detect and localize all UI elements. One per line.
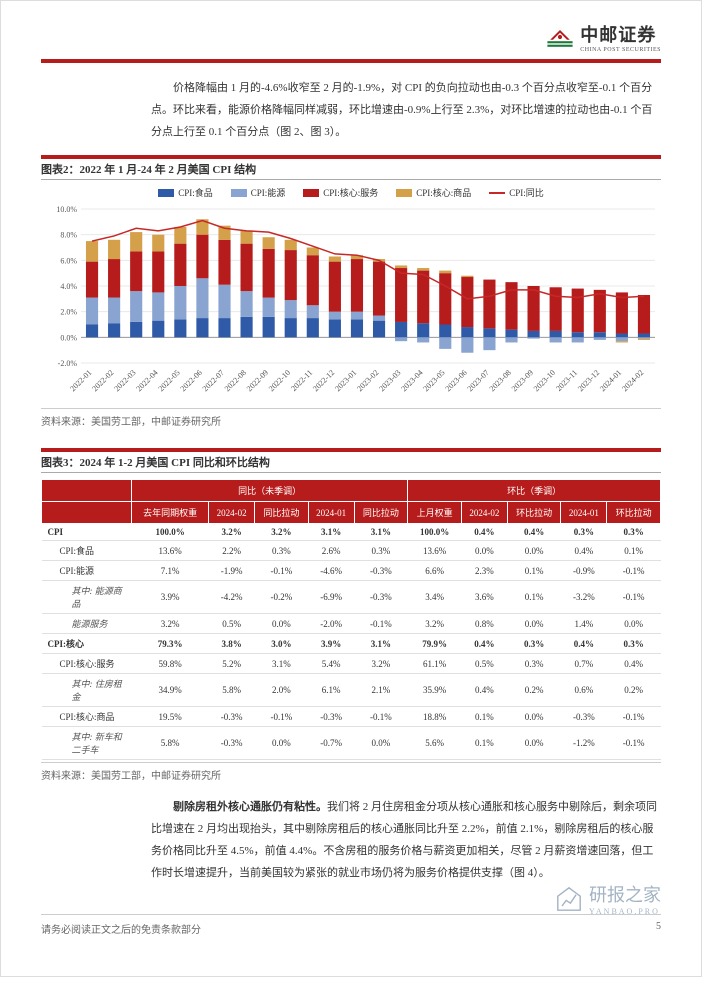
brand-name-en: CHINA POST SECURITIES: [580, 47, 661, 53]
legend-label: CPI:能源: [251, 186, 286, 199]
brand-logo-icon: [546, 25, 574, 49]
svg-text:2023-08: 2023-08: [488, 368, 513, 393]
svg-text:2022-03: 2022-03: [112, 368, 137, 393]
svg-text:8.0%: 8.0%: [60, 231, 77, 240]
svg-text:2023-06: 2023-06: [444, 368, 469, 393]
svg-text:0.0%: 0.0%: [60, 333, 77, 342]
svg-text:2022-08: 2022-08: [223, 368, 248, 393]
svg-text:2022-02: 2022-02: [90, 368, 115, 393]
watermark-icon: [555, 885, 583, 913]
svg-text:2022-07: 2022-07: [201, 368, 226, 393]
legend-label: CPI:核心:商品: [416, 186, 471, 199]
body-paragraph-1: 价格降幅由 1 月的-4.6%收窄至 2 月的-1.9%，对 CPI 的负向拉动…: [151, 77, 661, 143]
legend-item: CPI:核心:商品: [396, 186, 471, 199]
table-row: 其中: 住房租金34.9%5.8%2.0%6.1%2.1%35.9%0.4%0.…: [42, 674, 661, 707]
svg-text:10.0%: 10.0%: [56, 205, 77, 214]
legend-swatch: [396, 189, 412, 197]
table-row: 其中: 能源商品3.9%-4.2%-0.2%-6.9%-0.3%3.4%3.6%…: [42, 581, 661, 614]
svg-text:2022-05: 2022-05: [157, 368, 182, 393]
watermark-sub: YANBAO.PRO: [589, 907, 660, 916]
legend-item: CPI:食品: [158, 186, 213, 199]
svg-text:2022-04: 2022-04: [134, 368, 159, 393]
svg-text:2022-12: 2022-12: [311, 368, 336, 393]
legend-label: CPI:食品: [178, 186, 213, 199]
svg-text:2023-12: 2023-12: [576, 368, 601, 393]
chart-2-block: 图表2：2022 年 1 月-24 年 2 月美国 CPI 结构 CPI:食品C…: [41, 155, 661, 428]
legend-item: CPI:能源: [231, 186, 286, 199]
section-head: 剔除房租外核心通胀仍有粘性。: [173, 801, 327, 813]
table-row: CPI100.0%3.2%3.2%3.1%3.1%100.0%0.4%0.4%0…: [42, 524, 661, 541]
svg-text:2023-01: 2023-01: [333, 368, 358, 393]
table-row: 能源服务3.2%0.5%0.0%-2.0%-0.1%3.2%0.8%0.0%1.…: [42, 614, 661, 634]
page-footer: 请务必阅读正文之后的免责条款部分 5: [41, 914, 661, 936]
chart-2-source: 资料来源：美国劳工部，中邮证券研究所: [41, 408, 661, 428]
legend-label: CPI:同比: [509, 186, 544, 199]
svg-text:4.0%: 4.0%: [60, 282, 77, 291]
svg-text:2023-07: 2023-07: [466, 368, 491, 393]
svg-text:2023-04: 2023-04: [399, 368, 424, 393]
legend-line-swatch: [489, 192, 505, 194]
svg-text:2024-02: 2024-02: [620, 368, 645, 393]
watermark: 研报之家 YANBAO.PRO: [555, 881, 661, 916]
svg-text:2023-02: 2023-02: [355, 368, 380, 393]
svg-text:-2.0%: -2.0%: [58, 359, 78, 368]
svg-text:2022-09: 2022-09: [245, 368, 270, 393]
table-row: CPI:核心79.3%3.8%3.0%3.9%3.1%79.9%0.4%0.3%…: [42, 634, 661, 654]
page-number: 5: [656, 921, 661, 936]
svg-text:2.0%: 2.0%: [60, 308, 77, 317]
legend-swatch: [231, 189, 247, 197]
table-row: CPI:能源7.1%-1.9%-0.1%-4.6%-0.3%6.6%2.3%0.…: [42, 561, 661, 581]
table-3-source: 资料来源：美国劳工部，中邮证券研究所: [41, 762, 661, 782]
page-header: 中邮证券 CHINA POST SECURITIES: [41, 21, 661, 63]
svg-text:2022-11: 2022-11: [289, 368, 314, 393]
svg-text:2022-10: 2022-10: [267, 368, 292, 393]
svg-text:6.0%: 6.0%: [60, 256, 77, 265]
brand-logo: 中邮证券 CHINA POST SECURITIES: [546, 21, 661, 53]
svg-text:2023-05: 2023-05: [421, 368, 446, 393]
watermark-text: 研报之家: [589, 881, 661, 907]
svg-text:2023-09: 2023-09: [510, 368, 535, 393]
chart-2-canvas: -2.0%0.0%2.0%4.0%6.0%8.0%10.0%2022-01202…: [41, 203, 661, 403]
chart-2-legend: CPI:食品 CPI:能源 CPI:核心:服务 CPI:核心:商品 CPI:同比: [41, 186, 661, 199]
legend-item: CPI:核心:服务: [303, 186, 378, 199]
svg-text:2023-11: 2023-11: [554, 368, 579, 393]
svg-text:2023-10: 2023-10: [532, 368, 557, 393]
table-row: CPI:核心:服务59.8%5.2%3.1%5.4%3.2%61.1%0.5%0…: [42, 654, 661, 674]
table-3-block: 图表3：2024 年 1-2 月美国 CPI 同比和环比结构 同比（未季调）环比…: [41, 448, 661, 782]
legend-item: CPI:同比: [489, 186, 544, 199]
table-row: CPI:核心:商品19.5%-0.3%-0.1%-0.3%-0.1%18.8%0…: [42, 707, 661, 727]
brand-name-cn: 中邮证券: [580, 21, 661, 47]
body-paragraph-2-container: 剔除房租外核心通胀仍有粘性。我们将 2 月住房租金分项从核心通胀和核心服务中剔除…: [151, 796, 661, 884]
legend-label: CPI:核心:服务: [323, 186, 378, 199]
chart-2-title: 图表2：2022 年 1 月-24 年 2 月美国 CPI 结构: [41, 155, 661, 180]
legend-swatch: [303, 189, 319, 197]
table-3-title: 图表3：2024 年 1-2 月美国 CPI 同比和环比结构: [41, 448, 661, 473]
table-row: 其中: 新车和二手车5.8%-0.3%0.0%-0.7%0.0%5.6%0.1%…: [42, 727, 661, 760]
legend-swatch: [158, 189, 174, 197]
svg-text:2022-01: 2022-01: [68, 368, 93, 393]
table-3: 同比（未季调）环比（季调）去年同期权重2024-02同比拉动2024-01同比拉…: [41, 479, 661, 760]
svg-text:2024-01: 2024-01: [598, 368, 623, 393]
svg-text:2022-06: 2022-06: [179, 368, 204, 393]
table-row: CPI:食品13.6%2.2%0.3%2.6%0.3%13.6%0.0%0.0%…: [42, 541, 661, 561]
svg-text:2023-03: 2023-03: [377, 368, 402, 393]
footer-disclaimer: 请务必阅读正文之后的免责条款部分: [41, 921, 201, 936]
